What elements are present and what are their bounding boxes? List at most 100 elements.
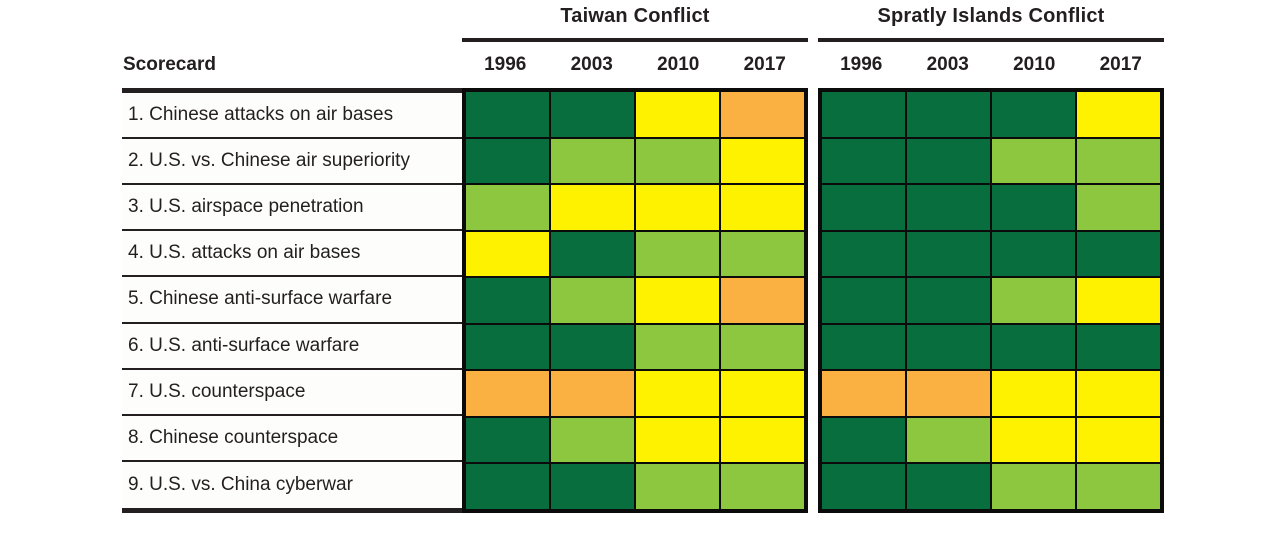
score-cell [636, 371, 719, 416]
score-cell [907, 371, 990, 416]
score-cell [907, 231, 990, 277]
taiwan-conflict-title: Taiwan Conflict [560, 5, 710, 27]
row-label: 4. U.S. attacks on air bases [122, 231, 462, 278]
score-cell [721, 371, 804, 416]
row-label-column: 1. Chinese attacks on air bases 2. U.S. v… [122, 88, 462, 513]
score-cell [907, 324, 990, 370]
score-cell [822, 324, 905, 370]
score-cell [822, 371, 905, 416]
score-cell [822, 417, 905, 463]
score-cell [466, 417, 549, 463]
score-cell [721, 138, 804, 184]
year-header: 2010 [657, 54, 700, 75]
score-cell [1077, 464, 1160, 509]
score-cell [636, 464, 719, 509]
score-cell [721, 92, 804, 137]
year-header: 2003 [570, 54, 613, 75]
score-cell [551, 138, 634, 184]
score-cell [551, 417, 634, 463]
score-cell [1077, 231, 1160, 277]
score-cell [992, 324, 1075, 370]
score-cell [1077, 185, 1160, 230]
scorecard-heading: Scorecard [123, 54, 216, 75]
spratly-score-grid [818, 88, 1164, 513]
spratly-title-rule [818, 38, 1164, 42]
score-cell [636, 138, 719, 184]
score-cell [992, 464, 1075, 509]
score-cell [721, 231, 804, 277]
score-cell [721, 417, 804, 463]
score-cell [466, 371, 549, 416]
row-label: 7. U.S. counterspace [122, 370, 462, 416]
row-label: 2. U.S. vs. Chinese air superiority [122, 139, 462, 186]
score-cell [636, 231, 719, 277]
score-cell [822, 138, 905, 184]
score-cell [551, 185, 634, 230]
score-cell [551, 371, 634, 416]
score-cell [551, 464, 634, 509]
score-cell [1077, 92, 1160, 137]
year-header: 2010 [1013, 54, 1056, 75]
score-cell [466, 231, 549, 277]
score-cell [636, 278, 719, 323]
score-cell [1077, 138, 1160, 184]
score-cell [551, 324, 634, 370]
score-cell [822, 231, 905, 277]
score-cell [992, 231, 1075, 277]
year-header: 2017 [743, 54, 786, 75]
taiwan-score-grid [462, 88, 808, 513]
year-header: 1996 [484, 54, 527, 75]
score-cell [822, 92, 905, 137]
score-cell [1077, 417, 1160, 463]
year-header: 2017 [1099, 54, 1142, 75]
score-cell [992, 278, 1075, 323]
score-cell [992, 185, 1075, 230]
score-cell [992, 92, 1075, 137]
row-label: 9. U.S. vs. China cyberwar [128, 473, 353, 495]
score-cell [992, 371, 1075, 416]
score-cell [1077, 324, 1160, 370]
score-cell [466, 278, 549, 323]
score-cell [551, 92, 634, 137]
row-label: 5. Chinese anti-surface warfare [122, 277, 462, 324]
score-cell [551, 278, 634, 323]
score-cell [822, 278, 905, 323]
score-cell [466, 138, 549, 184]
score-cell [636, 324, 719, 370]
score-cell [721, 324, 804, 370]
score-cell [721, 185, 804, 230]
score-cell [822, 464, 905, 509]
spratly-conflict-title: Spratly Islands Conflict [877, 5, 1105, 27]
spratly-year-headers: 1996 2003 2010 2017 [818, 54, 1164, 76]
score-cell [466, 324, 549, 370]
score-cell [907, 185, 990, 230]
year-header: 2003 [926, 54, 969, 75]
score-cell [636, 92, 719, 137]
score-cell [907, 464, 990, 509]
row-label: 6. U.S. anti-surface warfare [122, 324, 462, 370]
row-label: 3. U.S. airspace penetration [122, 185, 462, 232]
row-label: 8. Chinese counterspace [122, 416, 462, 462]
score-cell [907, 92, 990, 137]
score-cell [992, 417, 1075, 463]
score-cell [992, 138, 1075, 184]
score-cell [907, 138, 990, 184]
taiwan-year-headers: 1996 2003 2010 2017 [462, 54, 808, 76]
score-cell [636, 417, 719, 463]
score-cell [822, 185, 905, 230]
score-cell [721, 278, 804, 323]
year-header: 1996 [840, 54, 883, 75]
score-cell [466, 185, 549, 230]
score-cell [907, 417, 990, 463]
score-cell [636, 185, 719, 230]
row-label: 1. Chinese attacks on air bases [122, 93, 462, 140]
score-cell [721, 464, 804, 509]
score-cell [1077, 371, 1160, 416]
score-cell [466, 464, 549, 509]
score-cell [551, 231, 634, 277]
score-cell [1077, 278, 1160, 323]
score-cell [466, 92, 549, 137]
taiwan-title-rule [462, 38, 808, 42]
score-cell [907, 278, 990, 323]
